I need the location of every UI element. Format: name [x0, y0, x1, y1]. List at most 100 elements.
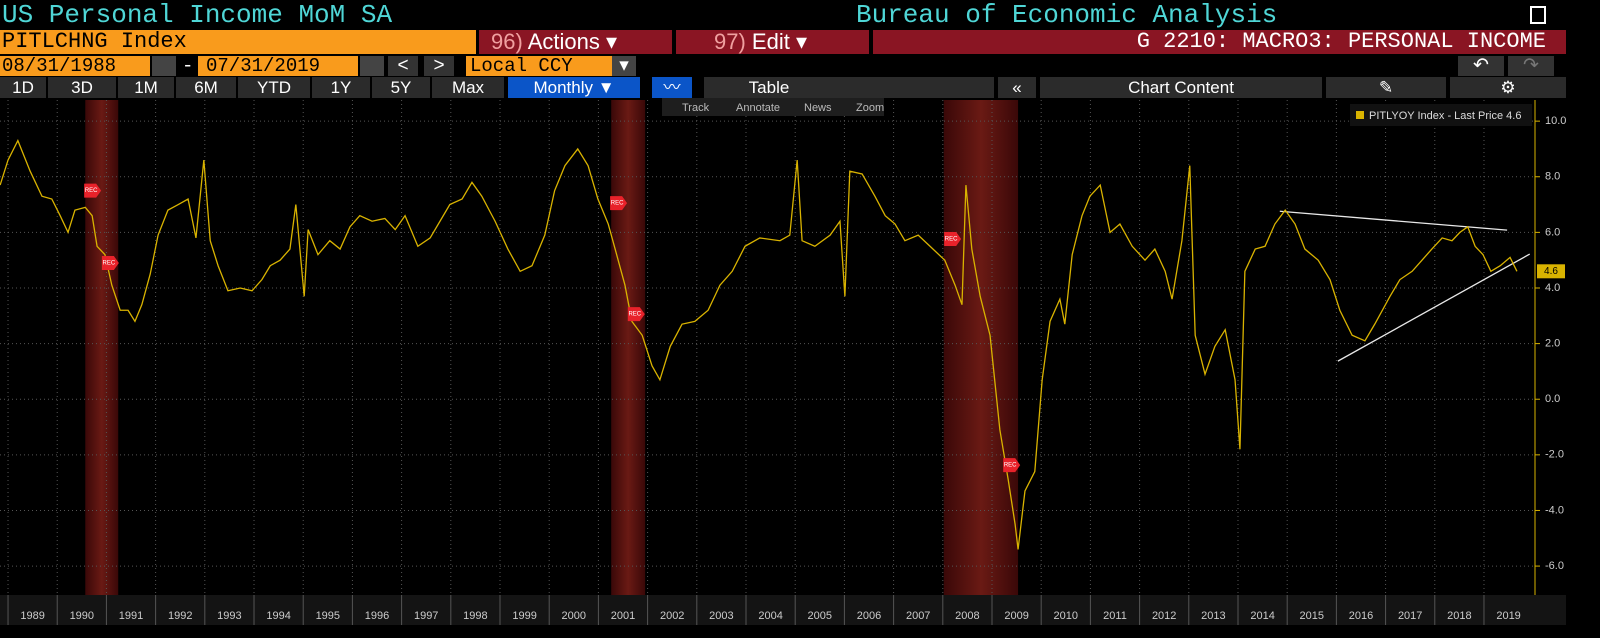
legend-box [1350, 104, 1532, 126]
chart-view-button[interactable]: 〰 [652, 77, 692, 98]
rec-marker [101, 255, 119, 270]
source: Bureau of Economic Analysis [856, 0, 1278, 30]
x-tick-label: 2009 [1004, 610, 1028, 622]
period-tab[interactable]: 1Y [312, 77, 370, 98]
x-tick-label: 2015 [1300, 610, 1324, 622]
x-tick-label: 2016 [1349, 610, 1373, 622]
x-tick-label: 1990 [70, 610, 94, 622]
recession-band [611, 100, 646, 595]
legend-label: PITLYOY Index - Last Price 4.6 [1369, 110, 1521, 122]
x-tick-label: 2001 [611, 610, 635, 622]
x-axis-band [0, 595, 1566, 625]
chart-tools-bar [662, 98, 884, 116]
y-tick-label: 8.0 [1545, 171, 1560, 183]
x-tick-label: 1989 [20, 610, 44, 622]
recession-band [85, 100, 119, 595]
period-tab[interactable]: 5Y [372, 77, 430, 98]
edit-button[interactable]: 97) Edit ▾ [676, 30, 869, 54]
actions-button[interactable]: 96) Actions ▾ [479, 30, 672, 54]
y-tick-label: 4.0 [1545, 282, 1560, 294]
frequency-dropdown[interactable]: Monthly ▼ [508, 77, 640, 98]
x-tick-label: 1992 [168, 610, 192, 622]
rec-label: REC [611, 201, 624, 207]
trend-line [1337, 253, 1531, 362]
rec-label: REC [1004, 463, 1017, 469]
rec-marker [944, 232, 962, 247]
recession-band [943, 100, 1019, 595]
x-tick-label: 1993 [217, 610, 241, 622]
settings-icon[interactable]: ⚙ [1450, 77, 1566, 98]
rec-marker [1003, 458, 1021, 473]
x-tick-label: 2005 [808, 610, 832, 622]
x-tick-label: 1997 [414, 610, 438, 622]
rec-label: REC [945, 237, 958, 243]
calendar-icon[interactable] [360, 56, 384, 76]
next-button[interactable]: > [424, 56, 454, 76]
y-tick-label: -6.0 [1545, 560, 1564, 572]
undo-button[interactable]: ↶ [1458, 56, 1504, 76]
actions-label: Actions [527, 29, 600, 54]
period-tab[interactable]: Max [432, 77, 504, 98]
collapse-button[interactable]: « [998, 77, 1036, 98]
chart-tool[interactable]: Zoom [856, 102, 884, 114]
y-tick-label: 10.0 [1545, 115, 1566, 127]
x-tick-label: 1996 [365, 610, 389, 622]
x-tick-label: 2008 [955, 610, 979, 622]
trend-line [1279, 210, 1508, 231]
rec-marker [84, 183, 102, 198]
edit-label: Edit [751, 29, 790, 54]
x-tick-label: 1994 [266, 610, 290, 622]
rec-label: REC [628, 312, 641, 318]
period-tab[interactable]: 1M [118, 77, 174, 98]
chart-tool[interactable]: Track [682, 102, 710, 114]
period-tab[interactable]: 6M [176, 77, 236, 98]
window-title: US Personal Income MoM SA [2, 0, 393, 30]
x-tick-label: 2000 [562, 610, 586, 622]
x-tick-label: 1999 [512, 610, 536, 622]
table-button[interactable]: Table [704, 77, 994, 98]
y-tick-label: -2.0 [1545, 449, 1564, 461]
rec-marker [627, 307, 645, 322]
x-tick-label: 2010 [1054, 610, 1078, 622]
edit-icon[interactable]: ✎ [1326, 77, 1446, 98]
chart-content-button[interactable]: Chart Content [1040, 77, 1322, 98]
x-tick-label: 2013 [1201, 610, 1225, 622]
legend-swatch [1356, 111, 1364, 119]
x-tick-label: 2007 [906, 610, 930, 622]
export-icon[interactable] [1530, 6, 1546, 24]
x-tick-label: 2012 [1152, 610, 1176, 622]
actions-num: 96) [491, 29, 523, 54]
x-tick-label: 2006 [857, 610, 881, 622]
y-tick-label: -4.0 [1545, 504, 1564, 516]
x-tick-label: 2004 [758, 610, 782, 622]
x-tick-label: 2003 [709, 610, 733, 622]
edit-num: 97) [714, 29, 746, 54]
frequency: Monthly [533, 78, 593, 97]
chart: -6.0 -4.0 -2.0 0.0 2.0 4.0 6.0 8.0 10.0 1989 1990 1… [0, 98, 1566, 625]
currency-dropdown[interactable]: ▾ [612, 56, 636, 76]
prev-button[interactable]: < [388, 56, 418, 76]
date-separator: - [182, 55, 194, 77]
period-tab[interactable]: 1D [0, 77, 46, 98]
rec-label: REC [103, 261, 116, 267]
calendar-icon[interactable] [152, 56, 176, 76]
redo-button[interactable]: ↷ [1508, 56, 1554, 76]
currency[interactable]: Local CCY [466, 56, 612, 76]
x-tick-label: 2018 [1447, 610, 1471, 622]
period-tab[interactable]: 3D [48, 77, 116, 98]
chart-tool[interactable]: News [804, 102, 832, 114]
y-tick-label: 2.0 [1545, 338, 1560, 350]
start-date[interactable]: 08/31/1988 [0, 56, 150, 76]
chart-content: Chart Content [1128, 78, 1234, 97]
x-tick-label: 2019 [1496, 610, 1520, 622]
y-tick-label: 0.0 [1545, 393, 1560, 405]
x-tick-label: 2014 [1250, 610, 1274, 622]
chart-tool[interactable]: Annotate [736, 102, 780, 114]
period-tab[interactable]: YTD [238, 77, 310, 98]
ticker[interactable]: PITLCHNG Index [0, 30, 476, 54]
end-date[interactable]: 07/31/2019 [198, 56, 358, 76]
last-price-label: 4.6 [1544, 266, 1558, 277]
x-tick-label: 1995 [316, 610, 340, 622]
x-tick-label: 2002 [660, 610, 684, 622]
